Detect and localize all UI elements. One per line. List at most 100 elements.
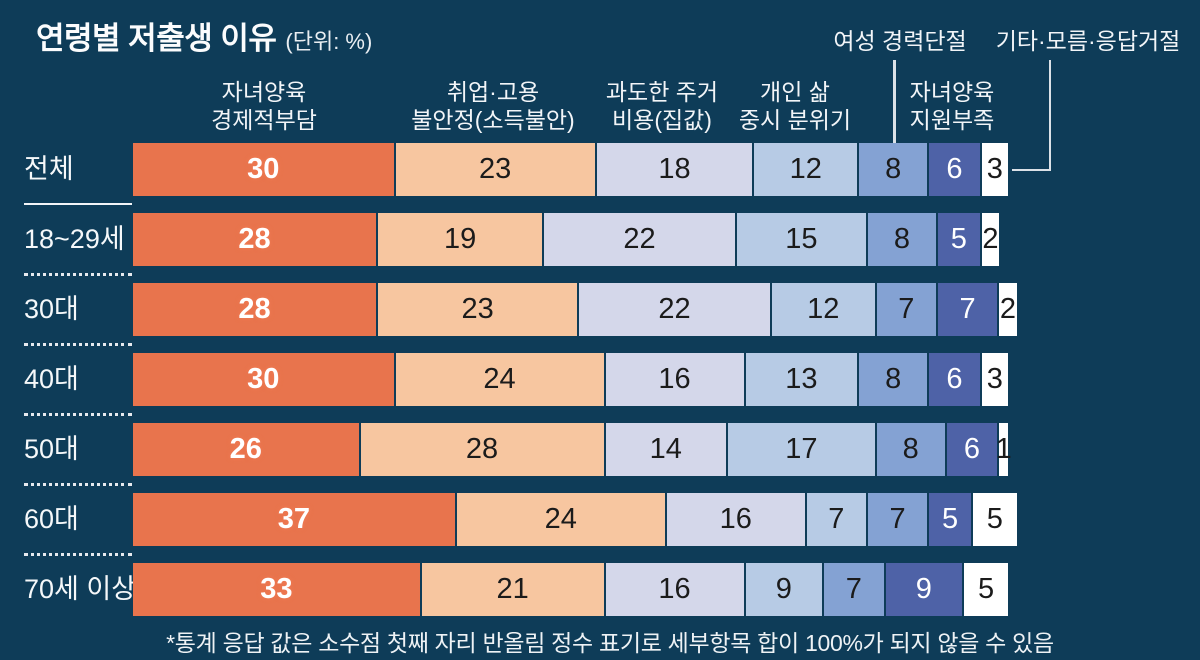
column-header-line: 지원부족 bbox=[909, 107, 995, 134]
separator-dotted bbox=[24, 483, 132, 486]
bar-segment: 6 bbox=[929, 143, 982, 196]
bar-segment: 7 bbox=[938, 283, 1000, 336]
bar-segment: 17 bbox=[728, 423, 877, 476]
bar-segment: 7 bbox=[868, 493, 930, 546]
bar-segment: 37 bbox=[133, 493, 457, 546]
bar-segment: 8 bbox=[859, 143, 930, 196]
bar-segment: 7 bbox=[824, 563, 886, 616]
stacked-bar: 33 21 16 9 7 9 5 bbox=[133, 563, 1008, 616]
column-header-line: 중시 분위기 bbox=[738, 107, 852, 134]
row-label: 50대 bbox=[24, 434, 79, 464]
legend-label-etc-unknown: 기타·모름·응답거절 bbox=[995, 28, 1181, 54]
bar-segment: 3 bbox=[981, 143, 1008, 196]
column-header-line: 개인 삶 bbox=[760, 79, 830, 105]
bar-segment: 24 bbox=[395, 353, 606, 406]
row-label: 60대 bbox=[24, 504, 79, 534]
row-label: 전체 bbox=[24, 154, 74, 184]
separator-dotted bbox=[24, 553, 132, 556]
stacked-bar: 26 28 14 17 8 6 1 bbox=[133, 423, 1012, 476]
age-row: 18~29세 28 19 22 15 8 5 2 bbox=[0, 213, 1200, 266]
bar-segment: 12 bbox=[771, 283, 877, 336]
bar-segment: 14 bbox=[605, 423, 728, 476]
age-row: 30대 28 23 22 12 7 7 2 bbox=[0, 283, 1200, 336]
bar-segment: 5 bbox=[938, 213, 982, 266]
bar-segment: 24 bbox=[456, 493, 667, 546]
bar-segment: 16 bbox=[605, 563, 746, 616]
bar-segment: 8 bbox=[859, 353, 930, 406]
bar-segment: 6 bbox=[929, 353, 982, 406]
bar-segment: 1 bbox=[996, 423, 1012, 476]
column-header-line: 비용(집값) bbox=[612, 107, 712, 134]
stacked-bar: 28 23 22 12 7 7 2 bbox=[133, 283, 1017, 336]
bar-segment: 28 bbox=[133, 213, 378, 266]
column-header-line: 과도한 주거 bbox=[605, 79, 719, 105]
column-header-line: 불안정(소득불안) bbox=[411, 107, 575, 134]
column-header-line: 경제적부담 bbox=[211, 107, 317, 134]
bar-segment: 30 bbox=[133, 353, 396, 406]
stacked-bar: 30 24 16 13 8 6 3 bbox=[133, 353, 1008, 406]
bar-segment: 13 bbox=[745, 353, 860, 406]
bar-segment: 22 bbox=[579, 283, 772, 336]
page-title: 연령별 저출생 이유 (단위: %) bbox=[36, 13, 372, 58]
bar-segment: 5 bbox=[929, 493, 973, 546]
bar-segment: 30 bbox=[133, 143, 396, 196]
column-header-childcare-support: 자녀양육 지원부족 bbox=[910, 78, 995, 134]
stacked-bar: 30 23 18 12 8 6 3 bbox=[133, 143, 1008, 196]
separator-dotted bbox=[24, 343, 132, 346]
bar-segment: 8 bbox=[868, 213, 938, 266]
age-row: 70세 이상 33 21 16 9 7 9 5 bbox=[0, 563, 1200, 616]
column-header-line: 자녀양육 bbox=[909, 79, 995, 105]
bar-segment: 5 bbox=[973, 493, 1017, 546]
bar-segment: 5 bbox=[964, 563, 1008, 616]
age-row: 60대 37 24 16 7 7 5 5 bbox=[0, 493, 1200, 546]
age-row: 50대 26 28 14 17 8 6 1 bbox=[0, 423, 1200, 476]
age-row: 전체 30 23 18 12 8 6 3 bbox=[0, 143, 1200, 196]
stacked-bar: 37 24 16 7 7 5 5 bbox=[133, 493, 1017, 546]
bar-segment: 23 bbox=[395, 143, 597, 196]
separator-dotted bbox=[24, 273, 132, 276]
bar-segment: 6 bbox=[946, 423, 1000, 476]
bar-segment: 7 bbox=[876, 283, 938, 336]
bar-segment: 23 bbox=[378, 283, 580, 336]
bar-segment: 9 bbox=[885, 563, 965, 616]
bar-segment: 21 bbox=[421, 563, 606, 616]
column-header-personal-life: 개인 삶 중시 분위기 bbox=[739, 78, 851, 134]
bar-segment: 16 bbox=[666, 493, 807, 546]
chart-title-text: 연령별 저출생 이유 bbox=[36, 21, 277, 56]
column-header-housing-cost: 과도한 주거 비용(집값) bbox=[606, 78, 718, 134]
bar-segment: 3 bbox=[981, 353, 1008, 406]
bar-segment: 2 bbox=[981, 213, 1000, 266]
separator-solid bbox=[24, 203, 132, 205]
connector-line-career-break bbox=[893, 60, 896, 143]
column-header-line: 취업·고용 bbox=[446, 79, 540, 105]
bar-segment: 26 bbox=[133, 423, 361, 476]
bar-segment: 15 bbox=[736, 213, 868, 266]
stacked-bar: 28 19 22 15 8 5 2 bbox=[133, 213, 1000, 266]
bar-segment: 2 bbox=[999, 283, 1017, 336]
bar-segment: 18 bbox=[596, 143, 755, 196]
row-label: 30대 bbox=[24, 294, 79, 324]
row-label: 40대 bbox=[24, 364, 79, 394]
bar-segment: 28 bbox=[133, 283, 378, 336]
column-header-job-insecurity: 취업·고용 불안정(소득불안) bbox=[411, 78, 574, 134]
column-header-line: 자녀양육 bbox=[221, 79, 307, 105]
bar-segment: 22 bbox=[544, 213, 737, 266]
separator-dotted bbox=[24, 413, 132, 416]
bar-segment: 7 bbox=[806, 493, 868, 546]
bar-segment: 8 bbox=[876, 423, 947, 476]
chart-unit-label: (단위: %) bbox=[285, 29, 373, 54]
footnote-text: *통계 응답 값은 소수점 첫째 자리 반올림 정수 표기로 세부항목 합이 1… bbox=[166, 630, 1054, 656]
row-label: 18~29세 bbox=[24, 224, 125, 254]
connector-line-etc-unknown bbox=[1012, 60, 1051, 171]
bar-segment: 12 bbox=[754, 143, 860, 196]
bar-segment: 19 bbox=[378, 213, 545, 266]
row-label: 70세 이상 bbox=[24, 574, 137, 604]
bar-segment: 9 bbox=[745, 563, 825, 616]
legend-label-career-break: 여성 경력단절 bbox=[833, 28, 967, 54]
age-row: 40대 30 24 16 13 8 6 3 bbox=[0, 353, 1200, 406]
bar-segment: 16 bbox=[605, 353, 746, 406]
column-header-childcare-cost: 자녀양육 경제적부담 bbox=[211, 78, 317, 134]
bar-segment: 33 bbox=[133, 563, 422, 616]
bar-segment: 28 bbox=[360, 423, 606, 476]
